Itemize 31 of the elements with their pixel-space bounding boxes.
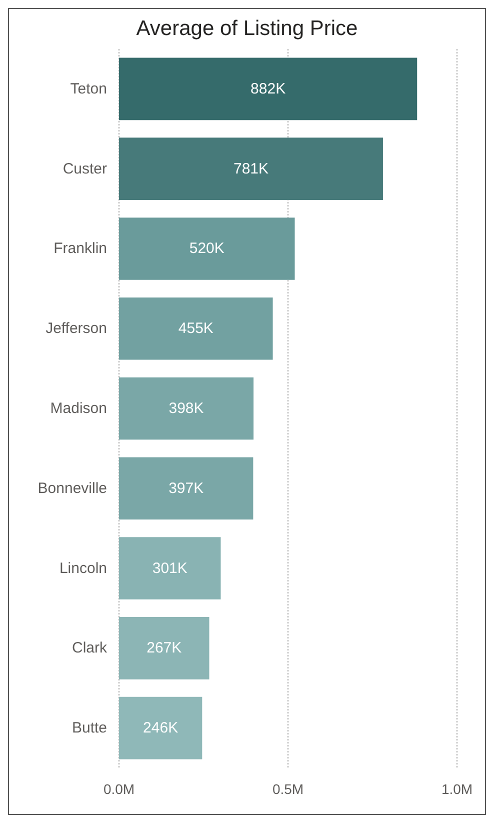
bar [119, 297, 273, 360]
bar [119, 617, 210, 680]
bar [119, 377, 254, 440]
chart-title: Average of Listing Price [136, 17, 358, 40]
bar [119, 537, 221, 600]
data-label: 455K [178, 320, 214, 338]
y-tick-label: Teton [70, 80, 107, 98]
y-tick-label: Franklin [54, 240, 107, 258]
y-tick-label: Clark [72, 640, 108, 657]
y-tick-label: Custer [62, 160, 107, 178]
y-tick-label: Jefferson [46, 320, 107, 338]
y-tick-label: Butte [72, 720, 107, 737]
y-tick-label: Lincoln [59, 560, 107, 577]
data-label: 520K [189, 240, 224, 258]
data-label: 398K [168, 400, 204, 417]
data-label: 267K [146, 640, 182, 657]
data-label: 882K [250, 80, 286, 98]
x-tick-label: 1.0M [441, 781, 473, 797]
x-tick-label: 0.5M [272, 781, 304, 797]
y-tick-label: Bonneville [38, 480, 107, 497]
bar [119, 58, 418, 120]
bar [119, 218, 295, 280]
data-label: 397K [168, 480, 204, 497]
x-tick-label: 0.0M [103, 781, 135, 797]
data-label: 246K [143, 720, 178, 737]
data-label: 301K [152, 560, 188, 577]
bar [119, 696, 202, 760]
bar [119, 457, 254, 520]
y-tick-label: Madison [50, 400, 107, 417]
data-label: 781K [233, 160, 269, 178]
bar [119, 138, 383, 200]
